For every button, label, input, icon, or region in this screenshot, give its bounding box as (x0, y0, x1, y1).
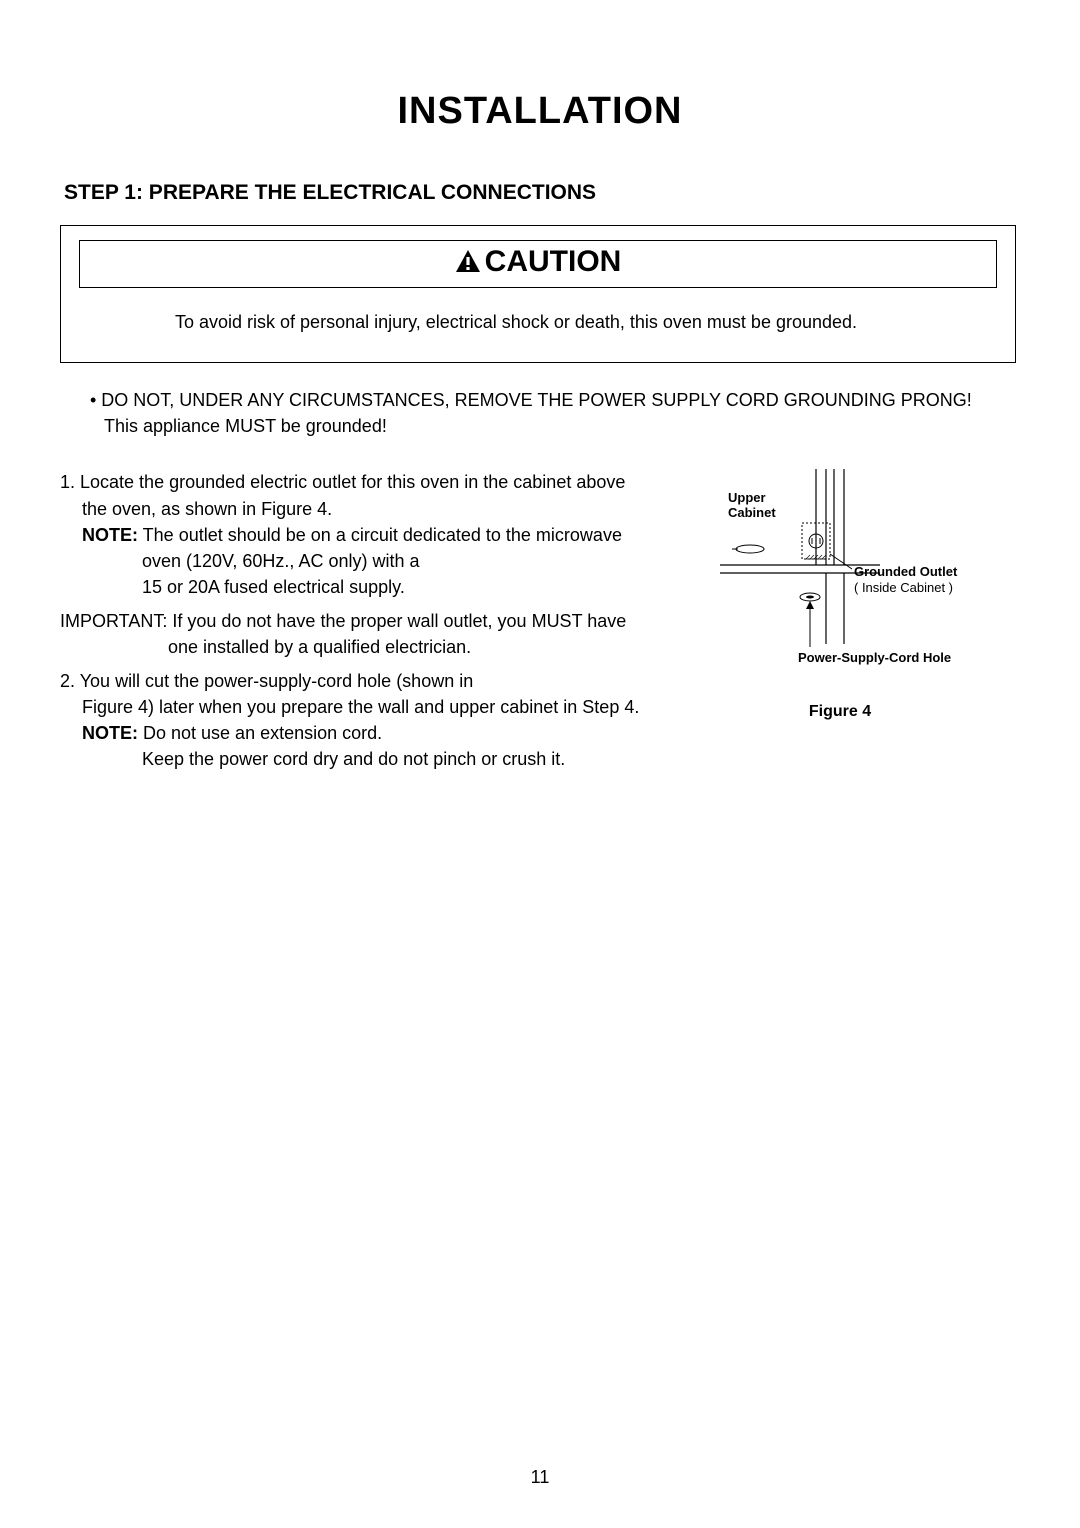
note-2-label: NOTE: (82, 723, 138, 743)
figure-4-diagram: Upper Cabinet Grounded Outlet ( Inside C… (720, 469, 1020, 699)
caution-body: To avoid risk of personal injury, electr… (79, 310, 997, 334)
note-1-label: NOTE: (82, 525, 138, 545)
note-2-a: Do not use an extension cord. (138, 723, 382, 743)
caution-word: CAUTION (485, 245, 622, 278)
instruction-column: 1. Locate the grounded electric outlet f… (60, 469, 696, 780)
item-1-line-a: 1. Locate the grounded electric outlet f… (60, 469, 696, 495)
label-cord-hole: Power-Supply-Cord Hole (798, 651, 951, 666)
label-grounded-outlet: Grounded Outlet (854, 565, 957, 580)
item-2-a: 2. You will cut the power-supply-cord ho… (60, 668, 696, 694)
warning-icon (455, 247, 481, 281)
note-1-b: oven (120V, 60Hz., AC only) with a (60, 548, 696, 574)
note-1-a: The outlet should be on a circuit dedica… (138, 525, 622, 545)
item-1-line-b: the oven, as shown in Figure 4. (60, 496, 696, 522)
note-1-c: 15 or 20A fused electrical supply. (60, 574, 696, 600)
figure-caption: Figure 4 (760, 703, 920, 721)
figure-column: Upper Cabinet Grounded Outlet ( Inside C… (720, 469, 1020, 780)
page-number: 11 (0, 1467, 1080, 1488)
item-2-b: Figure 4) later when you prepare the wal… (60, 694, 696, 720)
step-heading: STEP 1: PREPARE THE ELECTRICAL CONNECTIO… (64, 181, 1020, 205)
label-upper-cabinet: Upper Cabinet (728, 491, 776, 521)
note-2-b: Keep the power cord dry and do not pinch… (60, 746, 696, 772)
bullet-line-2: This appliance MUST be grounded! (90, 413, 1020, 439)
warning-bullet: • DO NOT, UNDER ANY CIRCUMSTANCES, REMOV… (90, 387, 1020, 439)
important-b: one installed by a qualified electrician… (60, 634, 696, 660)
important-a: IMPORTANT: If you do not have the proper… (60, 608, 696, 634)
label-inside-cabinet: ( Inside Cabinet ) (854, 581, 953, 596)
caution-header: CAUTION (79, 240, 997, 288)
caution-box: CAUTION To avoid risk of personal injury… (60, 225, 1016, 363)
page-title: INSTALLATION (60, 90, 1020, 133)
bullet-line-1: • DO NOT, UNDER ANY CIRCUMSTANCES, REMOV… (90, 387, 1020, 413)
